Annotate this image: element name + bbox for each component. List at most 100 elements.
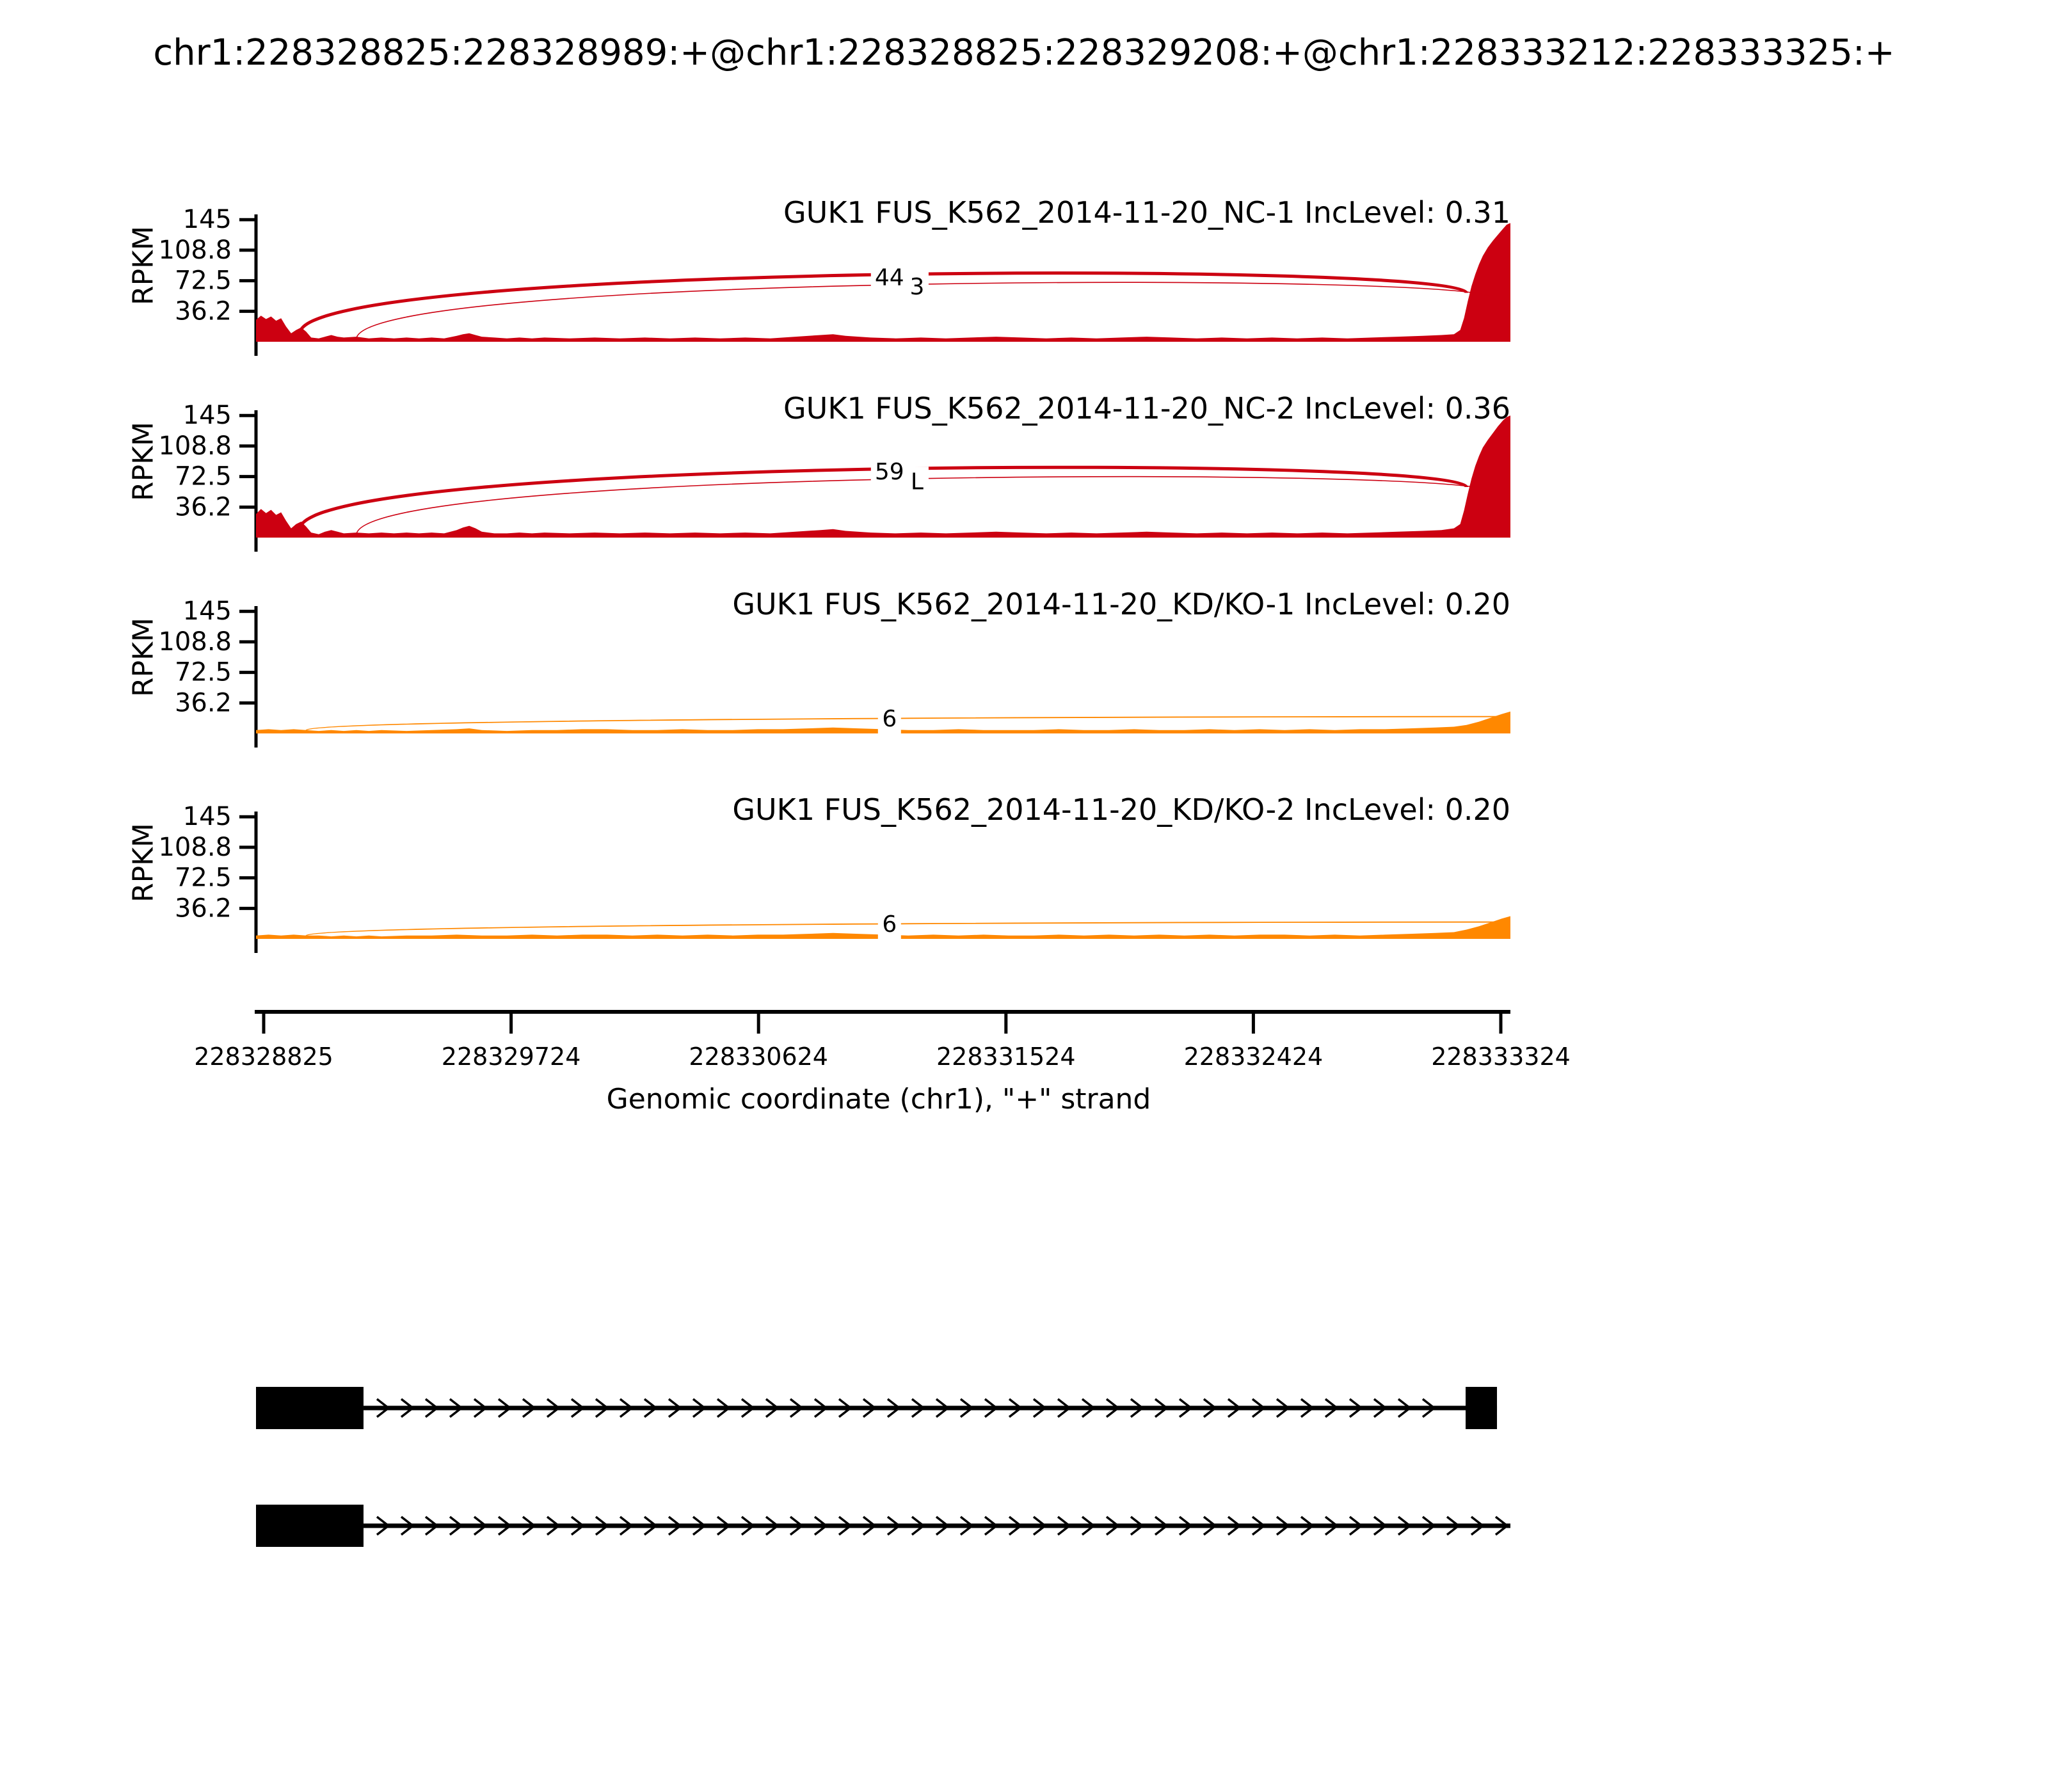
strand-arrow-icon [595,1398,609,1418]
strand-arrow-icon [546,1516,561,1536]
junction-label-bg [870,262,908,293]
strand-arrow-icon [1421,1516,1436,1536]
strand-arrow-icon [716,1516,731,1536]
strand-arrow-icon [765,1398,780,1418]
y-tick-label: 72.5 [175,863,232,893]
junction-count-label: 59 [875,459,904,485]
y-tick-label: 36.2 [175,688,232,717]
coverage-area [256,711,1510,733]
x-tick-label: 228333324 [1431,1043,1571,1071]
strand-arrow-icon [1105,1516,1120,1536]
strand-arrow-icon [862,1516,877,1536]
strand-arrow-icon [1130,1516,1144,1536]
strand-arrow-icon [1348,1398,1363,1418]
strand-arrow-icon [424,1516,439,1536]
y-tick-label: 72.5 [175,462,232,492]
strand-arrow-icon [984,1398,998,1418]
strand-arrow-icon [570,1398,585,1418]
strand-arrow-icon [668,1516,682,1536]
y-tick-label: 108.8 [158,833,232,862]
x-tick-label: 228328825 [194,1043,333,1071]
coverage-area [256,916,1510,939]
junction-count-label: L [911,469,924,495]
strand-arrow-icon [1057,1516,1071,1536]
strand-arrow-icon [716,1398,731,1418]
strand-arrow-icon [813,1398,828,1418]
strand-arrow-icon [1348,1516,1363,1536]
strand-arrow-icon [1397,1516,1412,1536]
strand-arrow-icon [1397,1398,1412,1418]
figure-title: chr1:228328825:228328989:+@chr1:22832882… [153,32,1895,74]
strand-arrow-icon [1494,1516,1509,1536]
junction-count-label: 6 [882,911,897,938]
x-tick-label: 228330624 [689,1043,828,1071]
junction-label-bg [905,271,929,303]
y-axis-title: RPKM [127,226,160,305]
strand-arrow-icon [643,1398,658,1418]
y-tick-label: 145 [183,401,232,430]
strand-arrow-icon [740,1398,755,1418]
junction-arc [305,716,1511,731]
strand-arrow-icon [473,1516,488,1536]
y-tick-label: 145 [183,802,232,831]
transcript-2 [256,1505,1510,1547]
strand-arrow-icon [619,1516,634,1536]
exon-box [1466,1387,1498,1429]
junction-arc [305,921,1511,936]
y-tick-label: 36.2 [175,893,232,923]
x-tick-label: 228331524 [936,1043,1076,1071]
strand-arrow-icon [1203,1516,1217,1536]
x-tick-label: 228332424 [1184,1043,1324,1071]
transcript-1 [256,1387,1498,1429]
junction-label-bg [877,703,901,735]
y-tick-label: 36.2 [175,296,232,326]
x-axis-title: Genomic coordinate (chr1), "+" strand [607,1083,1151,1116]
strand-arrow-icon [522,1398,536,1418]
strand-arrow-icon [1008,1398,1023,1418]
exon-box [256,1505,364,1547]
x-tick-label: 228329724 [442,1043,581,1071]
strand-arrow-icon [497,1398,512,1418]
strand-arrow-icon [668,1398,682,1418]
strand-arrow-icon [886,1398,901,1418]
y-tick-label: 72.5 [175,658,232,687]
y-tick-label: 108.8 [158,431,232,461]
strand-arrow-icon [935,1398,950,1418]
strand-arrow-icon [570,1516,585,1536]
strand-arrow-icon [1227,1398,1242,1418]
strand-arrow-icon [1081,1516,1096,1536]
strand-arrow-icon [449,1398,463,1418]
strand-arrow-icon [1032,1398,1047,1418]
y-tick-label: 36.2 [175,492,232,522]
x-axis: 228328825 228329724 228330624 228331524 2283… [194,1010,1571,1116]
strand-arrow-icon [789,1398,804,1418]
strand-arrow-icon [473,1398,488,1418]
strand-arrow-icon [1251,1516,1266,1536]
track-title: GUK1 FUS_K562_2014-11-20_KD/KO-2 IncLeve… [732,792,1510,827]
y-tick-label: 145 [183,205,232,234]
junction-label-bg [877,909,901,940]
track-title: GUK1 FUS_K562_2014-11-20_KD/KO-1 IncLeve… [732,587,1510,621]
strand-arrow-icon [1300,1398,1315,1418]
strand-arrow-icon [424,1398,439,1418]
strand-arrow-icon [1324,1516,1339,1536]
strand-arrow-icon [959,1516,974,1536]
strand-arrow-icon [935,1516,950,1536]
strand-arrow-icon [911,1398,925,1418]
strand-arrow-icon [1276,1516,1290,1536]
strand-arrow-icon [862,1398,877,1418]
strand-arrow-icon [813,1516,828,1536]
strand-arrow-icon [400,1516,415,1536]
strand-arrow-icon [376,1516,390,1536]
strand-arrow-icon [1203,1398,1217,1418]
strand-arrow-icon [1373,1398,1388,1418]
y-axis-title: RPKM [127,422,160,501]
y-tick-label: 72.5 [175,266,232,296]
strand-arrow-icon [1251,1398,1266,1418]
strand-arrow-icon [789,1516,804,1536]
strand-arrow-icon [959,1398,974,1418]
